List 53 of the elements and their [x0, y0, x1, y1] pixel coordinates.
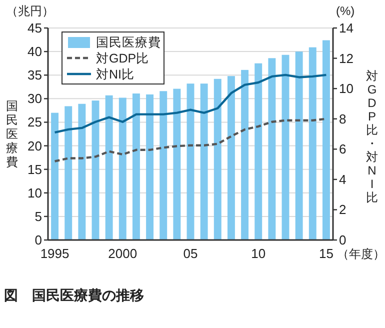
x-tick-label: 05 [183, 246, 198, 261]
y-tick-label: 15 [28, 162, 42, 177]
y-tick-label: 0 [34, 232, 42, 248]
bar [132, 93, 140, 240]
y2-tick-label: 2 [339, 202, 346, 218]
y-tick-label: 10 [28, 185, 42, 200]
y-tick-label: 20 [28, 138, 42, 154]
bar [78, 104, 86, 240]
y2-tick-label: 14 [339, 20, 354, 36]
legend-label: 対NI比 [96, 66, 134, 82]
y-tick-label: 40 [28, 44, 42, 60]
x-tick-label: 2000 [108, 246, 138, 261]
bar [160, 91, 168, 240]
y2-tick-label: 6 [339, 142, 346, 157]
y-tick-label: 5 [34, 208, 42, 224]
x-tick-label: 1995 [40, 246, 70, 261]
y-tick-label: 30 [28, 91, 42, 106]
bar [173, 88, 181, 240]
bar [322, 40, 330, 240]
bar [295, 52, 303, 240]
bar [64, 106, 72, 240]
bar [214, 78, 222, 240]
legend-label: 対GDP比 [96, 50, 150, 66]
x-axis-title: （年度） [337, 247, 385, 261]
y2-tick-label: 12 [339, 50, 354, 66]
x-tick-label: 10 [251, 246, 266, 261]
bar [227, 76, 235, 240]
bar [146, 94, 154, 240]
x-tick-label: 15 [318, 246, 334, 261]
bar [186, 84, 194, 240]
text: 図 国民医療費の推移 [4, 287, 144, 303]
y2-tick-label: 4 [339, 172, 346, 187]
bar [282, 54, 290, 240]
bar [241, 70, 249, 240]
legend-label: 国民医療費 [96, 36, 161, 50]
y-tick-label: 45 [28, 20, 42, 36]
text: (%) [336, 4, 355, 18]
y-tick-label: 35 [28, 68, 42, 83]
y2-tick-label: 8 [339, 111, 346, 126]
bar [268, 58, 276, 240]
text: 対GDP比・対NI比 [366, 69, 378, 204]
bar [118, 98, 126, 240]
text: （兆円） [6, 4, 54, 18]
y-axis-title: 国民医療費 [6, 99, 18, 169]
y2-tick-label: 10 [339, 81, 354, 96]
bar [254, 63, 262, 240]
bar [92, 100, 100, 240]
bar [51, 112, 59, 240]
bar [105, 95, 113, 240]
bar [308, 47, 316, 240]
bar [200, 84, 208, 240]
y-tick-label: 25 [28, 114, 42, 130]
y2-tick-label: 0 [339, 232, 346, 248]
